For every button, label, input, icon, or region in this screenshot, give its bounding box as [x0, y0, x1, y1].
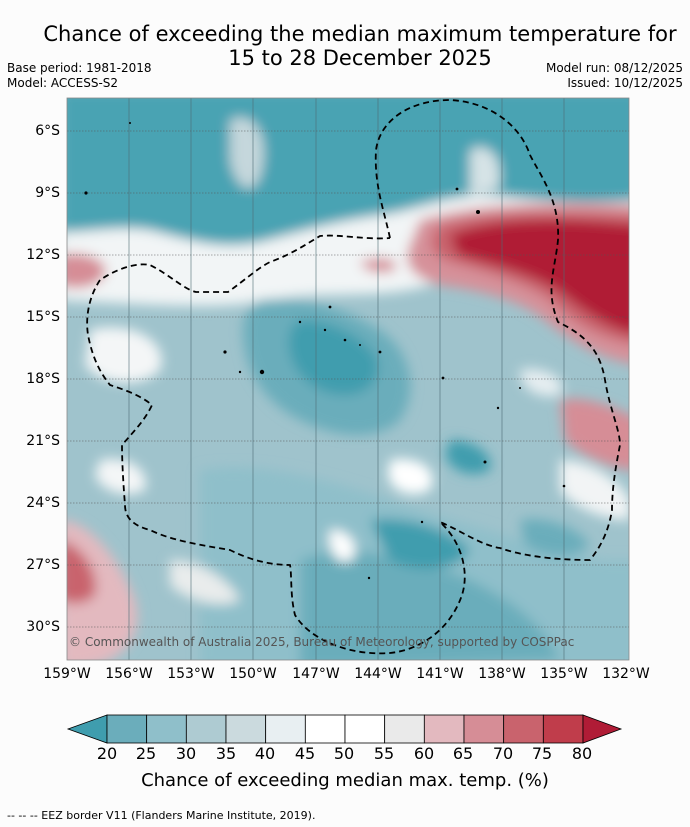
colorbar-bin: [463, 714, 505, 744]
colorbar-tick: 65: [452, 744, 474, 763]
colorbar-bin: [265, 714, 306, 744]
colorbar-bin: [146, 714, 187, 744]
title-line-1: Chance of exceeding the median maximum t…: [43, 22, 677, 46]
lat-label: 21°S: [26, 433, 60, 449]
colorbar-tick: 30: [175, 744, 197, 763]
lon-label: 156°W: [105, 666, 153, 682]
lon-label: 135°W: [540, 666, 588, 682]
copyright-text: © Commonwealth of Australia 2025, Bureau…: [69, 635, 574, 649]
footer-legend: -- -- -- EEZ border V11 (Flanders Marine…: [7, 809, 316, 822]
issued-date: Issued: 10/12/2025: [567, 76, 683, 90]
colorbar-bin: [542, 714, 584, 744]
meta-left: Base period: 1981-2018 Model: ACCESS-S2: [7, 61, 152, 91]
colorbar: [66, 714, 623, 744]
lat-label: 30°S: [26, 619, 60, 635]
lon-label: 150°W: [229, 666, 277, 682]
meta-right: Model run: 08/12/2025 Issued: 10/12/2025: [546, 61, 683, 91]
colorbar-tick: 80: [571, 744, 593, 763]
lat-label: 27°S: [26, 557, 60, 573]
colorbar-tick: 55: [373, 744, 395, 763]
colorbar-low-arrow: [66, 714, 108, 744]
colorbar-bin: [503, 714, 544, 744]
colorbar-tick: 45: [294, 744, 316, 763]
graticule: [67, 130, 629, 628]
lon-label: 144°W: [354, 666, 402, 682]
lon-label: 138°W: [478, 666, 526, 682]
lat-label: 9°S: [35, 185, 60, 201]
lon-label: 147°W: [292, 666, 340, 682]
lat-label: 18°S: [26, 371, 60, 387]
colorbar-bin: [423, 714, 465, 744]
colorbar-tick: 25: [135, 744, 157, 763]
colorbar-bin: [225, 714, 267, 744]
map-field: © Commonwealth of Australia 2025, Bureau…: [67, 98, 629, 660]
model-run: Model run: 08/12/2025: [545, 61, 683, 75]
colorbar-title: Chance of exceeding median max. temp. (%…: [141, 770, 549, 791]
chart-title: Chance of exceeding the median maximum t…: [30, 22, 690, 70]
colorbar-bin: [304, 714, 346, 744]
colorbar-tick: 70: [492, 744, 514, 763]
lon-label: 153°W: [167, 666, 215, 682]
lon-label: 141°W: [416, 666, 464, 682]
eez-borders: [86, 99, 621, 655]
colorbar-tick: 50: [333, 744, 355, 763]
islands: [84, 122, 566, 580]
colorbar-bin: [185, 714, 227, 744]
lat-label: 12°S: [26, 247, 60, 263]
title-line-2: 15 to 28 December 2025: [228, 46, 492, 70]
lat-label: 24°S: [26, 495, 60, 511]
lon-label: 132°W: [602, 666, 650, 682]
colorbar-bin: [106, 714, 148, 744]
colorbar-tick: 40: [254, 744, 276, 763]
colorbar-bin: [384, 714, 425, 744]
colorbar-bin: [344, 714, 386, 744]
model-name: Model: ACCESS-S2: [7, 76, 119, 90]
colorbar-tick: 75: [531, 744, 553, 763]
lat-label: 6°S: [35, 123, 60, 139]
colorbar-tick: 20: [96, 744, 118, 763]
lat-label: 15°S: [26, 309, 60, 325]
base-period: Base period: 1981-2018: [7, 61, 152, 75]
colorbar-high-arrow: [582, 714, 623, 744]
colorbar-tick: 35: [215, 744, 237, 763]
lon-label: 159°W: [43, 666, 91, 682]
colorbar-tick: 60: [413, 744, 435, 763]
